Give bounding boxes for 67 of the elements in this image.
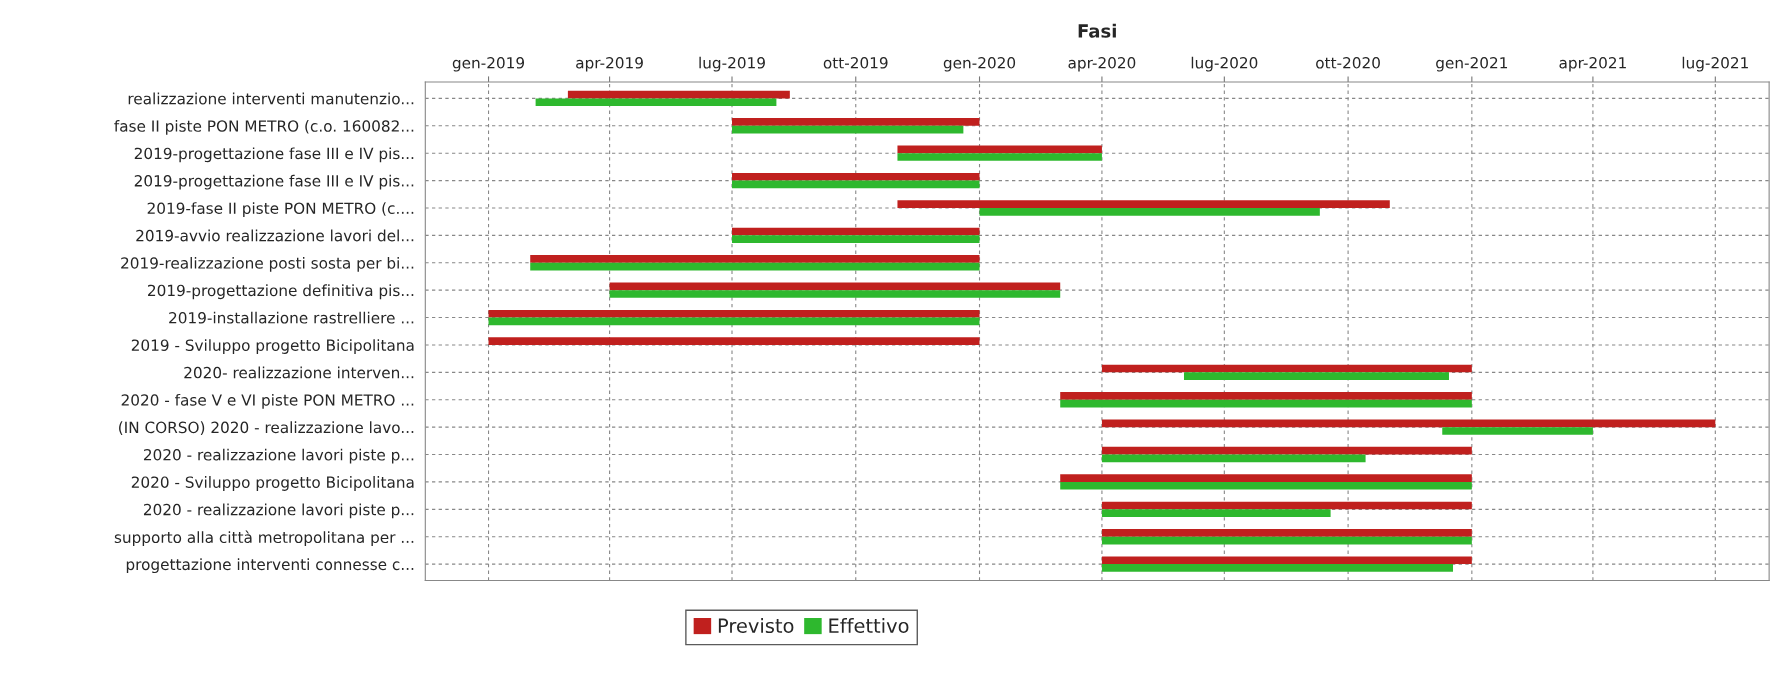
y-tick-label: 2020 - realizzazione lavori piste p... (143, 448, 414, 464)
y-tick-label: 2020- realizzazione interven... (184, 366, 414, 379)
bar (1060, 392, 1472, 400)
y-tick-label: 2020 - realizzazione lavori piste p... (143, 503, 414, 519)
bar (1101, 536, 1472, 545)
bar (897, 200, 1390, 208)
x-tick-label: apr-2020 (1068, 57, 1136, 72)
bar (1183, 372, 1449, 381)
x-tick-label: lug-2020 (1191, 56, 1258, 72)
bar (1101, 509, 1331, 517)
bar (897, 153, 1102, 161)
legend-label: Effettivo (829, 618, 909, 634)
bar (1060, 474, 1472, 482)
bar (488, 317, 980, 326)
x-tick-label: ott-2019 (823, 57, 888, 69)
bar (530, 255, 980, 263)
x-tick-label: gen-2019 (452, 57, 525, 72)
y-tick-label: 2019-progettazione definitiva pis... (148, 284, 414, 300)
y-tick-label: 2019-installazione rastrelliere ... (169, 311, 414, 324)
bar (567, 90, 790, 99)
bar (609, 290, 1061, 298)
y-tick-label: 2019-fase II piste PON METRO (c.... (147, 202, 414, 217)
bar (1442, 427, 1593, 435)
bar (732, 118, 980, 126)
bar (732, 125, 964, 134)
x-tick-label: apr-2021 (1559, 57, 1626, 72)
x-tick-label: ott-2020 (1316, 57, 1380, 69)
y-tick-label: supporto alla città metropolitana per ... (114, 530, 414, 547)
legend-label: Previsto (718, 618, 794, 634)
bar (535, 98, 777, 107)
bar (530, 262, 980, 271)
y-tick-label: realizzazione interventi manutenzio... (128, 92, 414, 105)
bar (732, 172, 980, 181)
y-tick-label: progettazione interventi connesse c... (126, 558, 414, 574)
y-tick-label: 2019-progettazione fase III e IV pis... (134, 174, 414, 190)
y-tick-label: 2019-realizzazione posti sosta per bi... (121, 256, 414, 272)
y-tick-label: 2020 - fase V e VI piste PON METRO ... (121, 393, 414, 409)
y-tick-label: 2020 - Sviluppo progetto Bicipolitana (131, 476, 414, 491)
bar (732, 180, 980, 189)
bar (1101, 446, 1472, 455)
x-tick-label: lug-2021 (1682, 56, 1748, 72)
bar (488, 309, 980, 318)
chart-title: Fasi (1078, 23, 1116, 38)
bar (1101, 529, 1472, 537)
bar (1060, 399, 1472, 408)
bar (1060, 481, 1472, 490)
bar (732, 227, 980, 236)
bar (979, 207, 1320, 216)
y-tick-label: 2019-progettazione fase III e IV pis... (134, 147, 414, 163)
y-tick-label: 2019 - Sviluppo progetto Bicipolitana (131, 339, 414, 354)
bar (1101, 564, 1454, 572)
bar (609, 282, 1061, 291)
bar (732, 235, 980, 244)
bar (897, 145, 1102, 154)
x-tick-label: gen-2020 (943, 57, 1016, 72)
bar (1101, 364, 1472, 373)
bar (488, 337, 980, 345)
bar (1101, 501, 1472, 510)
x-tick-label: apr-2019 (576, 57, 643, 72)
y-tick-label: (IN CORSO) 2020 - realizzazione lavo... (119, 421, 414, 435)
bar (1101, 556, 1472, 565)
x-tick-label: gen-2021 (1436, 57, 1508, 72)
y-tick-label: 2019-avvio realizzazione lavori del... (136, 229, 414, 242)
y-tick-label: fase II piste PON METRO (c.o. 160082... (114, 119, 414, 135)
x-tick-label: lug-2019 (699, 56, 765, 72)
bar (1101, 419, 1716, 428)
bar (1101, 454, 1366, 463)
